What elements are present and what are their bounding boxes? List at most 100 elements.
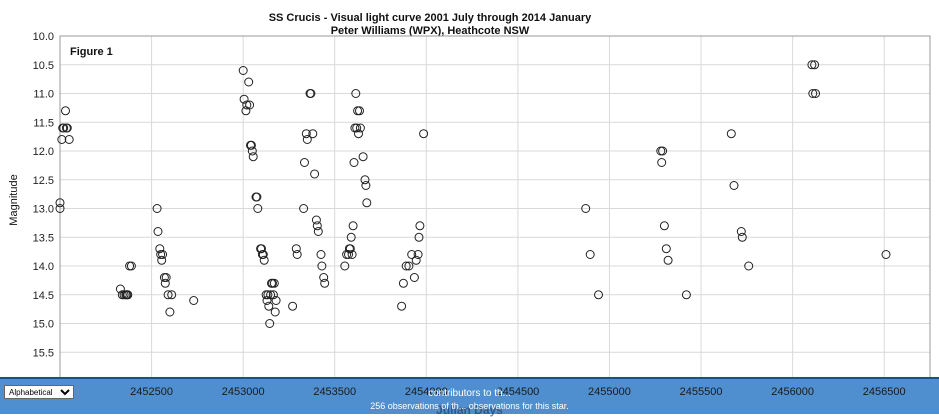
y-tick-label: 15.5 xyxy=(33,347,54,359)
y-tick-label: 14.0 xyxy=(33,261,54,273)
observation-point xyxy=(163,290,173,300)
observation-point xyxy=(292,250,302,259)
observation-point xyxy=(257,244,266,254)
observation-point xyxy=(361,181,371,190)
chart-title: SS Crucis - Visual light curve 2001 July… xyxy=(269,12,592,24)
observation-point xyxy=(62,123,72,133)
x-tick-label: 2454000 xyxy=(404,386,448,398)
observation-point xyxy=(126,261,136,271)
sort-order-select[interactable]: Alphabetical xyxy=(4,385,74,399)
plot-grid xyxy=(60,35,930,382)
observation-point xyxy=(317,261,327,271)
x-axis-tick-row: 2452500 2453000 2453500 2454000 2454500 24550… xyxy=(0,386,939,400)
observation-point xyxy=(264,301,274,311)
observation-point xyxy=(252,192,262,202)
observation-point xyxy=(258,250,268,259)
observation-point xyxy=(729,181,739,190)
observation-point xyxy=(737,232,747,242)
observation-point xyxy=(61,106,70,116)
y-tick-label: 10.5 xyxy=(33,60,54,72)
observation-point xyxy=(316,250,326,259)
observation-point xyxy=(345,244,355,254)
observation-point xyxy=(681,290,691,300)
observation-point xyxy=(349,158,359,167)
observation-point xyxy=(238,66,248,75)
observation-point xyxy=(302,135,312,144)
observation-point xyxy=(398,278,408,288)
observation-point xyxy=(354,129,363,139)
x-tick-label: 2452500 xyxy=(130,386,173,398)
observation-point xyxy=(401,261,411,271)
observation-point xyxy=(270,307,280,317)
y-tick-label: 12.0 xyxy=(33,146,54,158)
observation-point xyxy=(313,227,323,236)
observation-point xyxy=(161,273,171,282)
data-points xyxy=(55,60,891,328)
observation-point xyxy=(346,232,356,242)
figure-annotation: Figure 1 xyxy=(70,46,113,58)
observation-point xyxy=(353,106,363,116)
observation-point xyxy=(291,244,301,254)
observation-point xyxy=(156,250,166,259)
y-axis-ticks: 10.0 10.5 11.0 11.5 12.0 12.5 13.0 13.5 14.0 14.5… xyxy=(33,31,54,388)
observation-point xyxy=(362,198,372,208)
observation-point xyxy=(312,221,322,231)
observation-point xyxy=(355,123,365,133)
observation-point xyxy=(244,77,254,87)
x-tick-label: 2453500 xyxy=(313,386,357,398)
y-tick-label: 10.0 xyxy=(33,31,54,43)
observation-point xyxy=(158,250,168,259)
observation-point xyxy=(288,301,298,311)
observation-point xyxy=(59,123,69,133)
y-tick-label: 11.0 xyxy=(33,89,54,101)
observation-point xyxy=(247,146,257,156)
observation-point xyxy=(415,221,425,231)
observation-point xyxy=(744,261,754,271)
y-axis-label: Magnitude xyxy=(8,174,20,225)
observation-point xyxy=(259,255,269,265)
observation-point xyxy=(239,94,249,104)
observation-point xyxy=(355,106,364,116)
observation-point xyxy=(246,140,256,150)
y-tick-label: 13.0 xyxy=(33,204,54,216)
observation-point xyxy=(726,129,736,139)
observation-point xyxy=(269,278,279,288)
observation-point xyxy=(167,290,177,300)
observation-point xyxy=(189,296,199,305)
observation-point xyxy=(253,204,263,213)
x-tick-label: 2456500 xyxy=(862,386,906,398)
contributors-text: contributors to th... xyxy=(428,388,511,399)
observation-point xyxy=(340,261,350,271)
observation-point xyxy=(248,152,258,162)
observation-point xyxy=(358,152,368,162)
observation-point xyxy=(242,100,252,110)
y-tick-label: 12.5 xyxy=(33,175,54,187)
observation-point xyxy=(319,273,329,282)
x-tick-label: 2456000 xyxy=(771,386,815,398)
observation-point xyxy=(581,204,591,213)
observation-point xyxy=(351,89,361,98)
observation-point xyxy=(397,301,407,311)
observation-point xyxy=(165,307,175,317)
observation-point xyxy=(64,135,74,144)
observation-point xyxy=(409,273,419,282)
y-tick-label: 15.0 xyxy=(33,319,54,331)
observation-point xyxy=(585,250,595,259)
observation-point xyxy=(300,158,309,167)
observation-point xyxy=(155,244,165,254)
observation-point xyxy=(265,319,275,328)
observation-point xyxy=(311,215,321,225)
observation-point xyxy=(266,290,276,300)
observation-point xyxy=(152,204,162,213)
y-tick-label: 11.5 xyxy=(33,117,54,129)
observation-point xyxy=(808,89,818,98)
observation-point xyxy=(348,221,358,231)
observation-point xyxy=(663,255,673,265)
observation-point xyxy=(659,221,669,231)
observation-point xyxy=(55,198,65,208)
x-tick-label: 2455000 xyxy=(588,386,631,398)
observation-point xyxy=(123,290,133,300)
observation-point xyxy=(360,175,370,185)
observation-point xyxy=(320,278,330,288)
observation-point xyxy=(271,296,281,305)
